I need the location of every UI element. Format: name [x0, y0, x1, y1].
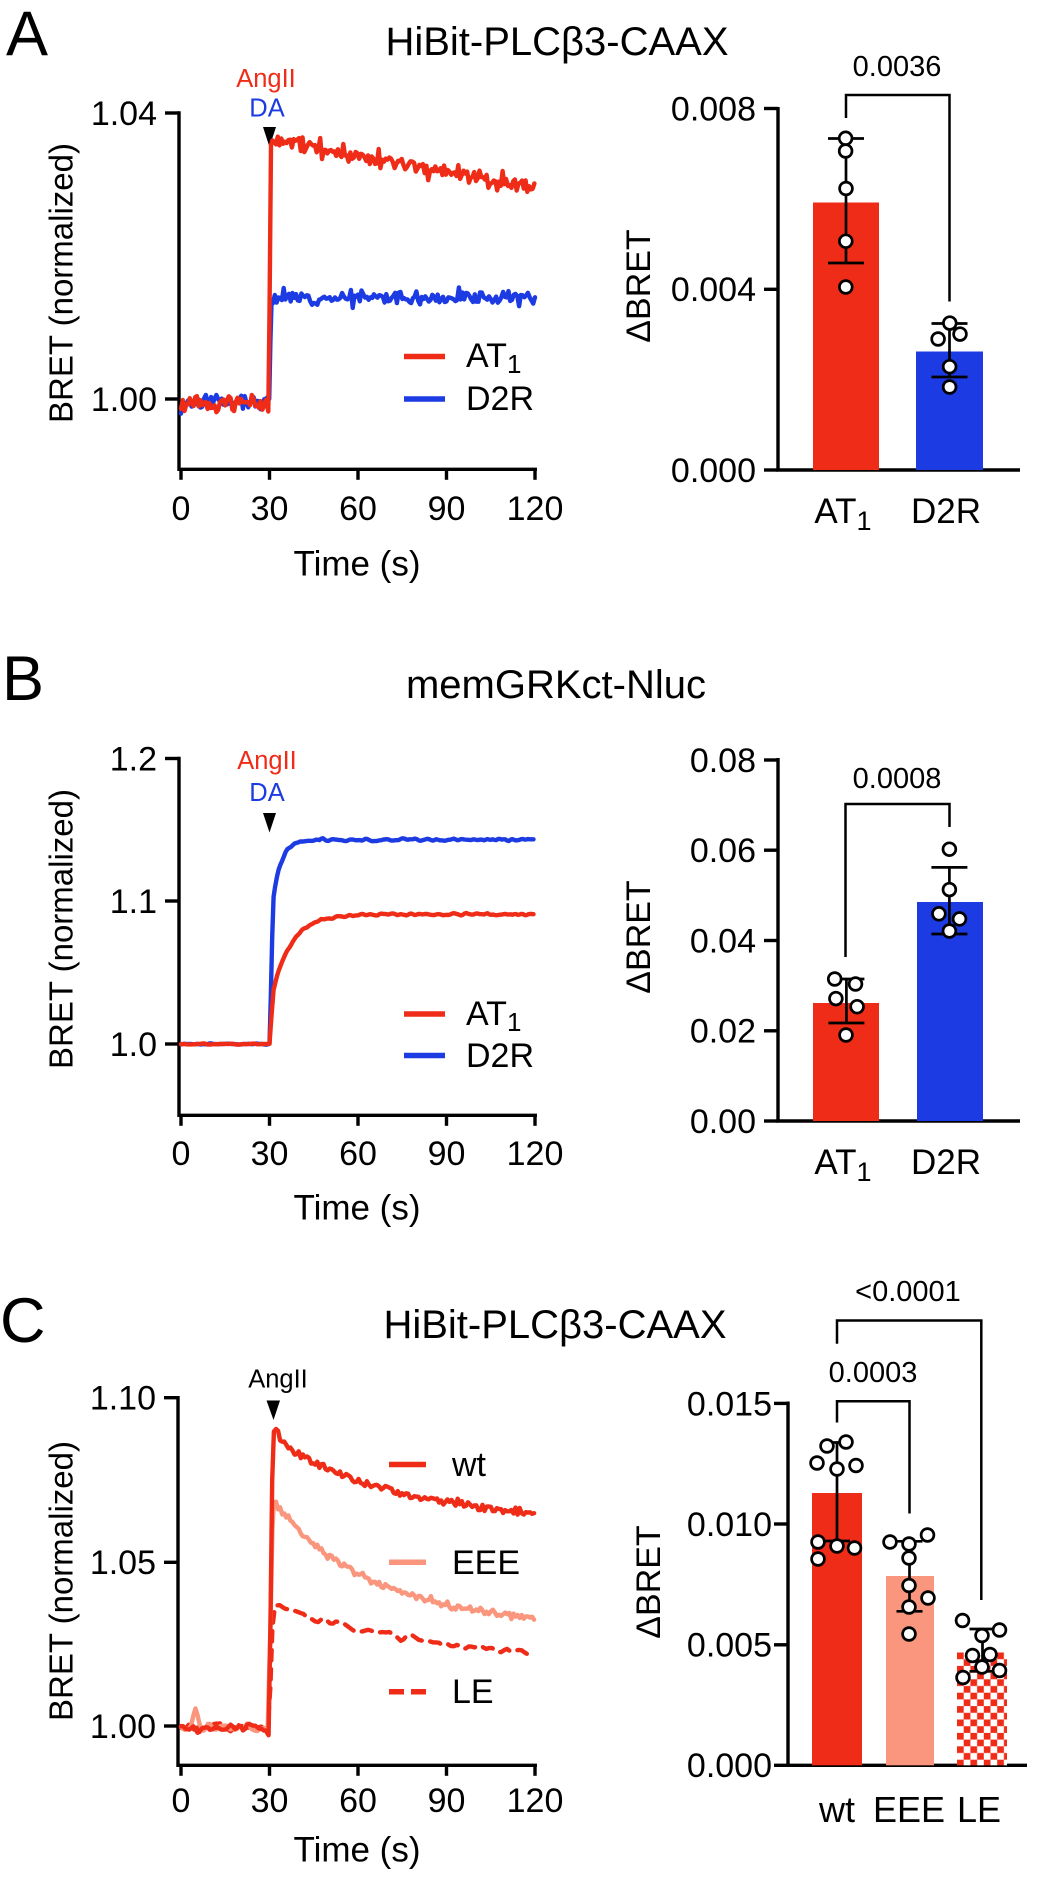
svg-text:30: 30 — [251, 490, 289, 528]
svg-text:0.000: 0.000 — [687, 1747, 772, 1785]
svg-text:30: 30 — [251, 1782, 289, 1820]
svg-text:C: C — [0, 1286, 46, 1356]
svg-text:60: 60 — [339, 1135, 377, 1173]
svg-text:0.02: 0.02 — [690, 1013, 756, 1051]
svg-text:90: 90 — [428, 1135, 466, 1173]
svg-text:BRET (normalized): BRET (normalized) — [43, 789, 80, 1069]
svg-text:A: A — [6, 0, 48, 69]
svg-text:DA: DA — [249, 95, 284, 123]
svg-text:LE: LE — [957, 1789, 1001, 1830]
svg-text:D2R: D2R — [911, 1143, 981, 1182]
svg-text:0.000: 0.000 — [671, 452, 756, 490]
svg-text:0.06: 0.06 — [690, 832, 756, 870]
svg-text:0: 0 — [172, 1782, 191, 1820]
svg-text:0.005: 0.005 — [687, 1627, 772, 1665]
svg-text:90: 90 — [428, 490, 466, 528]
svg-text:AT1: AT1 — [814, 492, 871, 536]
svg-text:0.08: 0.08 — [690, 742, 756, 780]
svg-text:AngII: AngII — [237, 747, 297, 775]
svg-text:LE: LE — [452, 1673, 494, 1711]
svg-text:Time (s): Time (s) — [293, 544, 420, 583]
svg-text:1.05: 1.05 — [90, 1544, 156, 1582]
svg-text:0.0036: 0.0036 — [853, 51, 942, 83]
svg-text:ΔBRET: ΔBRET — [620, 880, 658, 993]
svg-text:memGRKct-Nluc: memGRKct-Nluc — [406, 663, 706, 707]
svg-text:B: B — [2, 644, 44, 714]
svg-text:0: 0 — [172, 1135, 191, 1173]
svg-text:120: 120 — [507, 490, 564, 528]
svg-text:1.00: 1.00 — [90, 1708, 156, 1746]
svg-text:<0.0001: <0.0001 — [855, 1276, 961, 1308]
svg-text:D2R: D2R — [466, 1037, 534, 1075]
svg-text:60: 60 — [339, 490, 377, 528]
svg-text:1.2: 1.2 — [110, 740, 157, 778]
svg-text:HiBit-PLCβ3-CAAX: HiBit-PLCβ3-CAAX — [383, 1303, 726, 1347]
svg-text:0.010: 0.010 — [687, 1506, 772, 1544]
svg-text:0.015: 0.015 — [687, 1385, 772, 1423]
svg-text:30: 30 — [251, 1135, 289, 1173]
svg-text:0.0008: 0.0008 — [853, 763, 942, 795]
svg-text:60: 60 — [339, 1782, 377, 1820]
svg-text:1.04: 1.04 — [91, 95, 157, 133]
svg-text:EEE: EEE — [873, 1789, 945, 1830]
svg-text:ΔBRET: ΔBRET — [630, 1525, 668, 1638]
svg-text:D2R: D2R — [911, 492, 981, 531]
svg-text:0.04: 0.04 — [690, 922, 756, 960]
svg-text:D2R: D2R — [466, 380, 534, 418]
svg-text:0: 0 — [172, 490, 191, 528]
svg-text:BRET (normalized): BRET (normalized) — [43, 143, 80, 423]
svg-text:1.0: 1.0 — [110, 1026, 157, 1064]
svg-text:wt: wt — [451, 1446, 487, 1484]
svg-text:1.10: 1.10 — [90, 1380, 156, 1418]
svg-text:0.004: 0.004 — [671, 271, 756, 309]
svg-text:Time (s): Time (s) — [293, 1830, 420, 1869]
svg-text:1.00: 1.00 — [91, 381, 157, 419]
svg-text:AngII: AngII — [248, 1366, 308, 1394]
svg-text:ΔBRET: ΔBRET — [620, 229, 658, 342]
svg-text:DA: DA — [249, 779, 284, 807]
svg-text:EEE: EEE — [452, 1544, 520, 1582]
svg-text:Time (s): Time (s) — [293, 1188, 420, 1227]
svg-text:120: 120 — [507, 1135, 564, 1173]
svg-text:AngII: AngII — [236, 65, 296, 93]
svg-text:90: 90 — [428, 1782, 466, 1820]
svg-text:HiBit-PLCβ3-CAAX: HiBit-PLCβ3-CAAX — [385, 20, 728, 64]
svg-text:0.0003: 0.0003 — [829, 1357, 918, 1389]
svg-text:1.1: 1.1 — [110, 883, 157, 921]
svg-text:0.00: 0.00 — [690, 1103, 756, 1141]
svg-text:120: 120 — [507, 1782, 564, 1820]
svg-text:BRET (normalized): BRET (normalized) — [43, 1441, 80, 1721]
svg-text:wt: wt — [818, 1789, 855, 1830]
svg-text:0.008: 0.008 — [671, 90, 756, 128]
